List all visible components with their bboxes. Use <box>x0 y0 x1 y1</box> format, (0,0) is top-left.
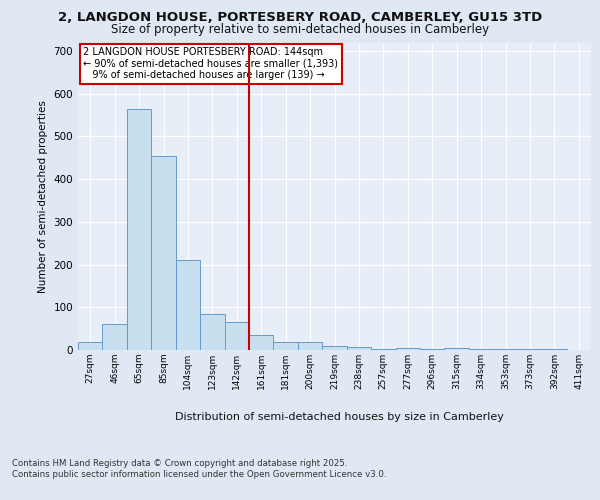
Y-axis label: Number of semi-detached properties: Number of semi-detached properties <box>38 100 48 292</box>
Bar <box>322 346 347 350</box>
Bar <box>103 324 127 350</box>
Text: 2 LANGDON HOUSE PORTESBERY ROAD: 144sqm
← 90% of semi-detached houses are smalle: 2 LANGDON HOUSE PORTESBERY ROAD: 144sqm … <box>83 47 338 80</box>
Bar <box>151 156 176 350</box>
Text: Size of property relative to semi-detached houses in Camberley: Size of property relative to semi-detach… <box>111 22 489 36</box>
Bar <box>518 349 542 350</box>
Bar <box>420 349 445 350</box>
Bar <box>78 342 103 350</box>
Text: Contains HM Land Registry data © Crown copyright and database right 2025.: Contains HM Land Registry data © Crown c… <box>12 458 347 468</box>
Bar <box>445 348 469 350</box>
Bar <box>347 346 371 350</box>
Bar <box>249 335 274 350</box>
Text: 2, LANGDON HOUSE, PORTESBERY ROAD, CAMBERLEY, GU15 3TD: 2, LANGDON HOUSE, PORTESBERY ROAD, CAMBE… <box>58 11 542 24</box>
Bar <box>298 342 322 350</box>
Bar <box>371 348 395 350</box>
Bar <box>493 349 518 350</box>
Bar <box>469 349 493 350</box>
Text: Contains public sector information licensed under the Open Government Licence v3: Contains public sector information licen… <box>12 470 386 479</box>
Bar <box>176 260 200 350</box>
Bar <box>542 349 566 350</box>
Bar <box>224 322 249 350</box>
Bar <box>274 342 298 350</box>
Bar <box>127 108 151 350</box>
Bar <box>395 348 420 350</box>
Bar <box>200 314 224 350</box>
Text: Distribution of semi-detached houses by size in Camberley: Distribution of semi-detached houses by … <box>175 412 503 422</box>
